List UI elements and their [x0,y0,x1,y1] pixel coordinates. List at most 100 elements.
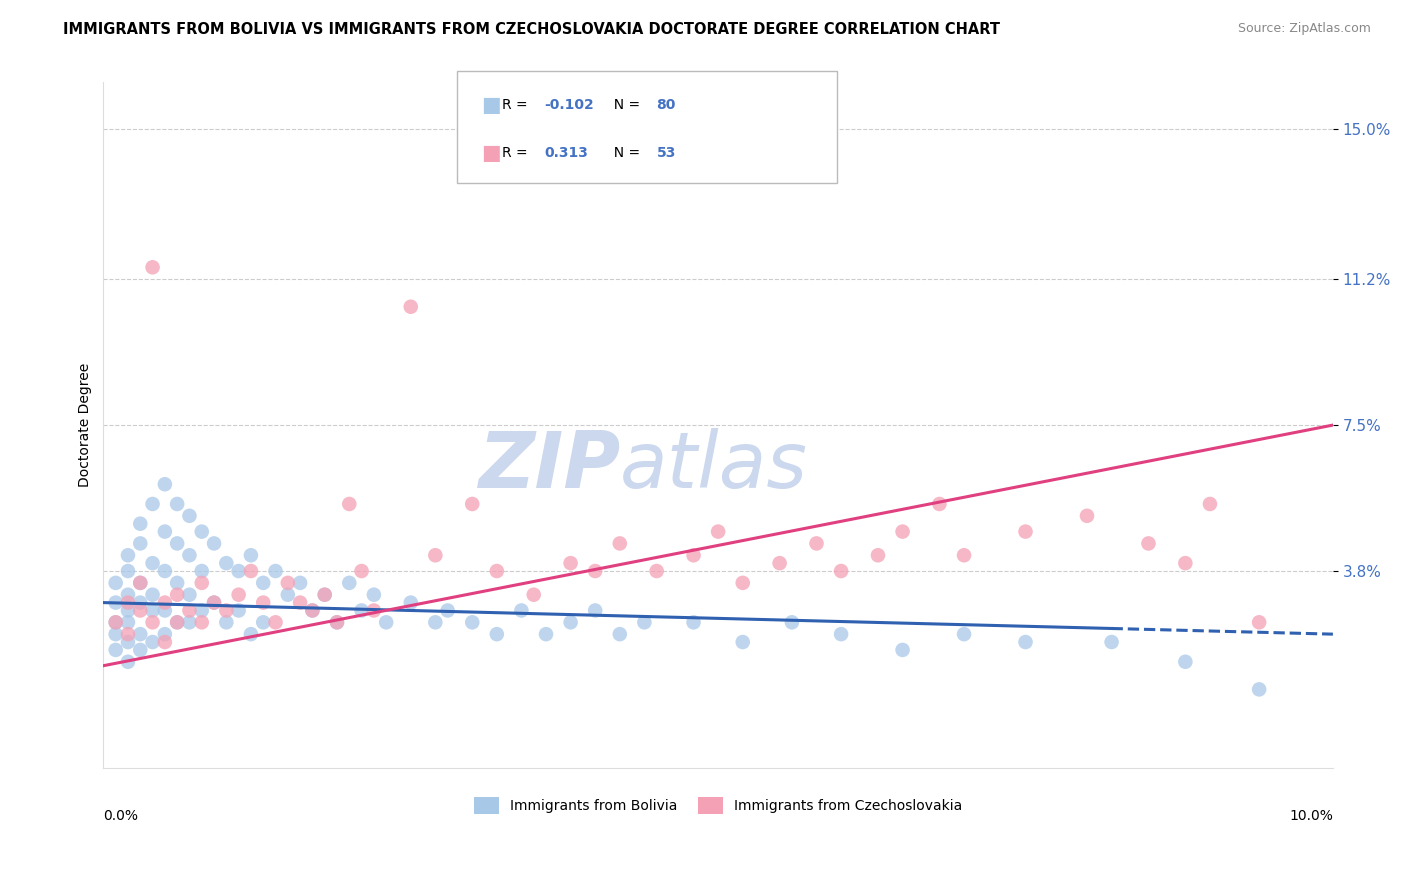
Point [153,635,176,649]
Point [129,596,152,610]
Point [523,588,546,602]
Point [1249,615,1271,630]
Point [104,615,127,630]
Text: R =: R = [502,145,531,160]
Point [239,627,262,641]
Point [117,603,139,617]
Point [179,548,201,562]
Point [153,627,176,641]
Text: N =: N = [605,145,644,160]
Point [228,588,250,602]
Point [337,497,360,511]
Legend: Immigrants from Bolivia, Immigrants from Czechoslovakia: Immigrants from Bolivia, Immigrants from… [468,791,969,820]
Point [129,516,152,531]
Point [866,548,889,562]
Point [277,588,299,602]
Point [928,497,950,511]
Point [142,556,165,570]
Point [190,615,212,630]
Point [129,627,152,641]
Point [166,615,188,630]
Point [350,603,373,617]
Point [301,603,323,617]
Point [350,564,373,578]
Point [288,575,311,590]
Point [314,588,336,602]
Point [1101,635,1123,649]
Point [326,615,349,630]
Text: ZIP: ZIP [478,428,620,504]
Point [337,575,360,590]
Point [179,588,201,602]
Text: 10.0%: 10.0% [1289,809,1333,823]
Point [202,596,225,610]
Text: IMMIGRANTS FROM BOLIVIA VS IMMIGRANTS FROM CZECHOSLOVAKIA DOCTORATE DEGREE CORRE: IMMIGRANTS FROM BOLIVIA VS IMMIGRANTS FR… [63,22,1000,37]
Point [314,588,336,602]
Point [202,596,225,610]
Point [142,497,165,511]
Point [264,564,287,578]
Point [830,627,852,641]
Point [891,643,914,657]
Point [1076,508,1098,523]
Point [1174,556,1197,570]
Point [583,564,606,578]
Point [104,643,127,657]
Point [534,627,557,641]
Point [560,556,582,570]
Point [707,524,730,539]
Point [202,536,225,550]
Point [179,508,201,523]
Point [228,603,250,617]
Point [609,627,631,641]
Point [117,615,139,630]
Point [1174,655,1197,669]
Text: -0.102: -0.102 [544,97,593,112]
Point [682,615,704,630]
Point [768,556,790,570]
Point [252,615,274,630]
Point [153,477,176,491]
Point [510,603,533,617]
Point [142,260,165,275]
Point [301,603,323,617]
Text: ■: ■ [481,143,501,162]
Point [953,548,976,562]
Point [461,497,484,511]
Point [166,536,188,550]
Point [609,536,631,550]
Point [363,603,385,617]
Point [117,548,139,562]
Point [583,603,606,617]
Point [399,596,422,610]
Point [104,596,127,610]
Point [153,524,176,539]
Point [104,575,127,590]
Point [129,536,152,550]
Text: Source: ZipAtlas.com: Source: ZipAtlas.com [1237,22,1371,36]
Point [190,564,212,578]
Point [104,627,127,641]
Point [129,575,152,590]
Point [277,575,299,590]
Point [425,548,447,562]
Point [117,627,139,641]
Point [363,588,385,602]
Point [129,575,152,590]
Point [142,615,165,630]
Point [485,564,508,578]
Point [326,615,349,630]
Text: 0.0%: 0.0% [104,809,138,823]
Point [129,643,152,657]
Point [288,596,311,610]
Point [239,564,262,578]
Point [142,603,165,617]
Point [1014,524,1036,539]
Point [252,596,274,610]
Y-axis label: Doctorate Degree: Doctorate Degree [79,363,93,487]
Text: ■: ■ [481,95,501,114]
Point [142,588,165,602]
Point [436,603,458,617]
Text: 53: 53 [657,145,676,160]
Point [142,635,165,649]
